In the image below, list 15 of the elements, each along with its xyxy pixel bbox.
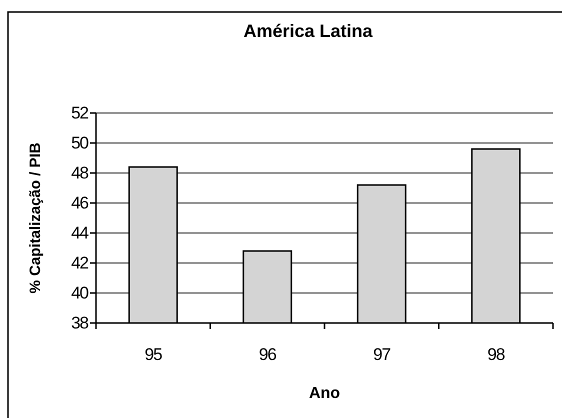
y-tick-label: 52 — [71, 103, 89, 122]
y-tick-label: 44 — [71, 223, 89, 242]
x-tick-label: 97 — [373, 345, 391, 364]
y-tick-label: 48 — [71, 163, 89, 182]
x-axis-title: Ano — [308, 385, 340, 402]
x-tick-label: 98 — [487, 345, 505, 364]
y-tick-label: 42 — [71, 253, 89, 272]
y-tick-label: 40 — [71, 283, 89, 302]
y-tick-label: 50 — [71, 133, 89, 152]
y-tick-label: 46 — [71, 193, 89, 212]
x-tick-label: 95 — [144, 345, 162, 364]
y-tick-label: 38 — [71, 313, 89, 332]
x-tick-label: 96 — [258, 345, 276, 364]
chart-title: América Latina — [243, 21, 374, 41]
y-axis-title: % Capitalização / PIB — [27, 142, 44, 294]
